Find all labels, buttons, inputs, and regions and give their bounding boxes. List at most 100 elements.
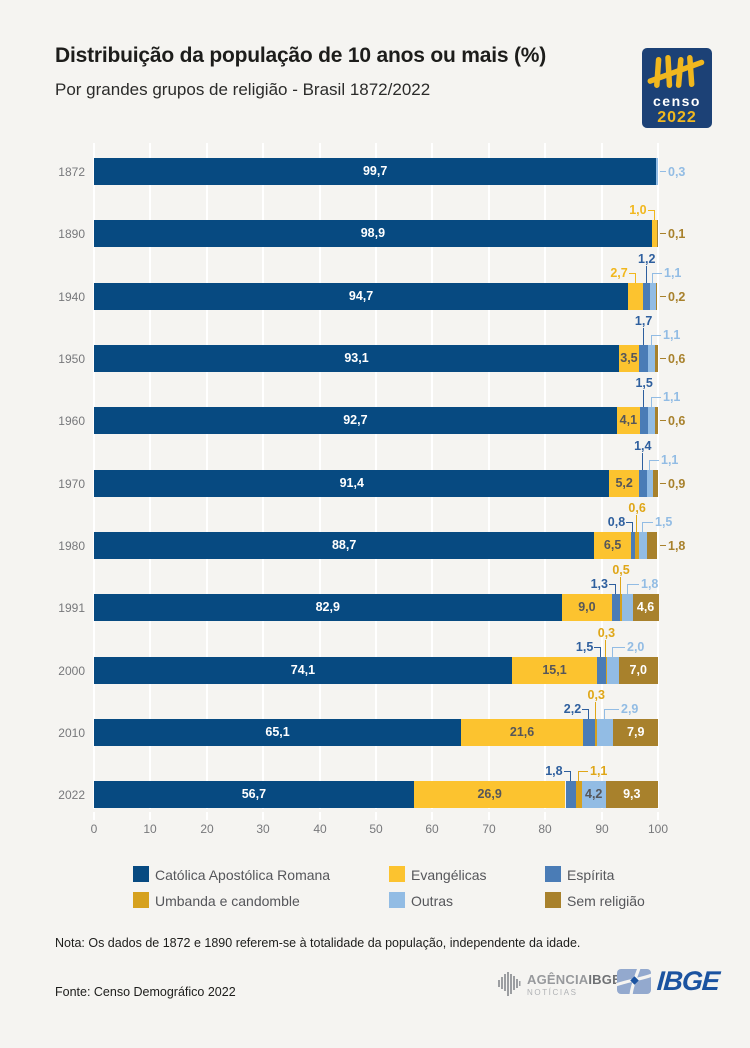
bar-segment-1980-catolica-apostolica-romana bbox=[94, 532, 595, 559]
bar-segment-1960-outras bbox=[648, 407, 655, 434]
connector-1940-sem-religiao bbox=[660, 296, 666, 297]
censo-logo-year: 2022 bbox=[657, 109, 697, 126]
bar-segment-1970-outras bbox=[646, 470, 653, 497]
callout-label-1960-outras: 1,1 bbox=[663, 390, 681, 404]
value-label-2022-sem-religiao: 9,3 bbox=[623, 787, 641, 801]
connector-2022-umbanda-e-candomble bbox=[577, 771, 579, 781]
axis-tick-label-30: 30 bbox=[256, 822, 270, 836]
bar-segment-1960-sem-religiao bbox=[654, 407, 658, 434]
connector-2000-outras bbox=[611, 647, 613, 657]
year-label-1970: 1970 bbox=[58, 477, 85, 491]
value-label-1970-catolica-apostolica-romana: 91,4 bbox=[339, 476, 364, 490]
value-label-1940-catolica-apostolica-romana: 94,7 bbox=[348, 289, 374, 303]
year-label-2022: 2022 bbox=[58, 788, 85, 802]
axis-tick-label-100: 100 bbox=[647, 822, 669, 836]
connector-1960-outras bbox=[650, 397, 652, 407]
year-label-1940: 1940 bbox=[58, 290, 85, 304]
bar-segment-2010-sem-religiao bbox=[613, 719, 658, 746]
bar-segment-1950-evangelicas bbox=[619, 345, 639, 372]
agencia-ibge-map-icon bbox=[498, 972, 521, 996]
value-label-2022-catolica-apostolica-romana: 56,7 bbox=[241, 787, 267, 801]
legend-label-evangelicas: Evangélicas bbox=[411, 867, 487, 883]
value-label-1890-catolica-apostolica-romana: 98,9 bbox=[360, 226, 386, 240]
value-label-2000-catolica-apostolica-romana: 74,1 bbox=[290, 663, 316, 677]
connector-2010-outras bbox=[604, 709, 606, 719]
connector-1950-outras bbox=[651, 335, 661, 336]
bar-segment-1980-sem-religiao bbox=[647, 532, 658, 559]
connector-1940-outras bbox=[652, 273, 654, 283]
legend-label-outras: Outras bbox=[411, 893, 454, 909]
bar-segment-1970-espirita bbox=[638, 470, 647, 497]
callout-label-2022-umbanda-e-candomble: 1,1 bbox=[590, 764, 608, 778]
axis-tick-label-70: 70 bbox=[482, 822, 496, 836]
bar-segment-1960-catolica-apostolica-romana bbox=[94, 407, 617, 434]
axis-tick-label-80: 80 bbox=[538, 822, 552, 836]
callout-label-1950-outras: 1,1 bbox=[663, 328, 681, 342]
bar-segment-2022-outras bbox=[581, 781, 606, 808]
axis-tick-60 bbox=[431, 812, 433, 820]
callout-label-1940-evangelicas: 2,7 bbox=[610, 266, 628, 280]
bar-segment-1991-catolica-apostolica-romana bbox=[94, 594, 562, 621]
value-label-1991-evangelicas: 9,0 bbox=[578, 600, 596, 614]
bar-segment-2022-sem-religiao bbox=[605, 781, 658, 808]
year-label-1890: 1890 bbox=[58, 227, 85, 241]
bar-segment-1970-evangelicas bbox=[609, 470, 639, 497]
year-label-1960: 1960 bbox=[58, 414, 85, 428]
connector-1960-sem-religiao bbox=[660, 420, 666, 421]
connector-2022-espirita bbox=[569, 771, 571, 781]
bar-segment-2010-espirita bbox=[582, 719, 596, 746]
axis-tick-10 bbox=[149, 812, 151, 820]
bar-segment-1970-sem-religiao bbox=[652, 470, 658, 497]
connector-1991-outras bbox=[627, 584, 639, 585]
bar-segment-2010-catolica-apostolica-romana bbox=[94, 719, 462, 746]
gridline-100 bbox=[657, 143, 659, 809]
bar-segment-1940-evangelicas bbox=[628, 283, 644, 310]
connector-1980-outras bbox=[642, 522, 644, 532]
bar-segment-1872-outras bbox=[656, 158, 658, 185]
axis-tick-30 bbox=[262, 812, 264, 820]
axis-tick-50 bbox=[375, 812, 377, 820]
connector-1890-evangelicas bbox=[647, 210, 655, 211]
legend-swatch-outras bbox=[389, 892, 405, 908]
bar-segment-1991-evangelicas bbox=[561, 594, 613, 621]
bar-segment-1940-espirita bbox=[643, 283, 651, 310]
connector-1940-evangelicas bbox=[634, 273, 636, 283]
callout-label-1980-sem-religiao: 1,8 bbox=[668, 539, 686, 553]
bar-segment-1950-catolica-apostolica-romana bbox=[94, 345, 620, 372]
bar-segment-2010-umbanda-e-candomble bbox=[595, 719, 598, 746]
bar-segment-2010-outras bbox=[597, 719, 614, 746]
bar-segment-1940-catolica-apostolica-romana bbox=[94, 283, 629, 310]
connector-1970-sem-religiao bbox=[660, 483, 666, 484]
connector-2010-espirita bbox=[588, 709, 590, 719]
callout-label-1970-sem-religiao: 0,9 bbox=[668, 477, 686, 491]
connector-2000-outras bbox=[612, 647, 625, 648]
connector-1970-espirita bbox=[641, 453, 643, 470]
callout-label-1960-espirita: 1,5 bbox=[635, 376, 653, 390]
connector-2022-umbanda-e-candomble bbox=[578, 771, 588, 772]
bar-segment-1940-outras bbox=[650, 283, 657, 310]
value-label-1950-catolica-apostolica-romana: 93,1 bbox=[344, 351, 369, 365]
connector-1980-espirita bbox=[632, 522, 634, 532]
axis-tick-label-40: 40 bbox=[313, 822, 327, 836]
bar-segment-1980-umbanda-e-candomble bbox=[635, 532, 639, 559]
callout-label-1970-outras: 1,1 bbox=[661, 453, 679, 467]
callout-label-2022-espirita: 1,8 bbox=[545, 764, 563, 778]
callout-label-1890-evangelicas: 1,0 bbox=[629, 203, 647, 217]
axis-tick-70 bbox=[488, 812, 490, 820]
callout-label-2010-outras: 2,9 bbox=[621, 702, 639, 716]
connector-1960-espirita bbox=[643, 390, 645, 407]
axis-tick-100 bbox=[657, 812, 659, 820]
value-label-1980-catolica-apostolica-romana: 88,7 bbox=[331, 538, 357, 552]
bar-segment-1970-catolica-apostolica-romana bbox=[94, 470, 610, 497]
value-label-1960-evangelicas: 4,1 bbox=[619, 413, 638, 427]
legend-swatch-espirita bbox=[545, 866, 561, 882]
value-label-2010-evangelicas: 21,6 bbox=[509, 725, 535, 739]
bar-segment-1991-umbanda-e-candomble bbox=[619, 594, 623, 621]
ibge-wordmark: IBGE bbox=[655, 966, 721, 996]
connector-2010-espirita bbox=[582, 709, 590, 710]
axis-tick-label-50: 50 bbox=[369, 822, 383, 836]
agencia-noticias-word: NOTÍCIAS bbox=[527, 988, 578, 997]
censo-2022-logo: censo 2022 bbox=[642, 48, 712, 128]
bar-segment-2010-evangelicas bbox=[461, 719, 583, 746]
